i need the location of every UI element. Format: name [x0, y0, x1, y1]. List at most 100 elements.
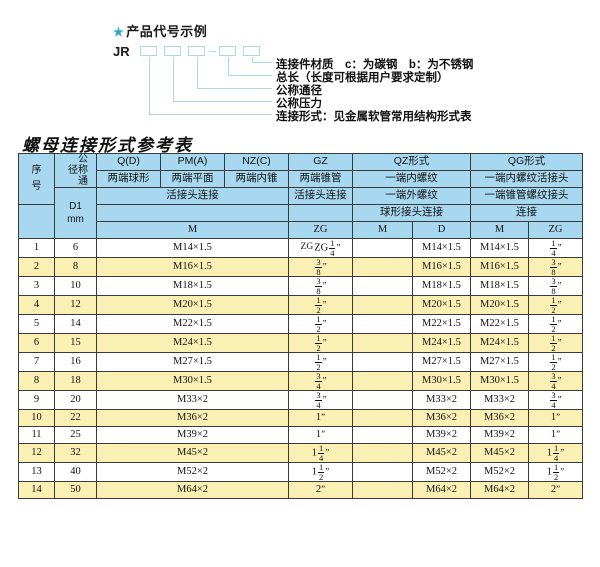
cell-seq: 12 [18, 443, 55, 463]
cell-seq: 8 [18, 371, 55, 391]
code-annotation-conn-type: 连接形式：见金属软管常用结构形式表 [276, 111, 472, 123]
cell-union-m: M39×2 [96, 426, 289, 444]
cell-gz-zg: 3 8” [288, 257, 353, 277]
header-seq: 序号 [18, 153, 55, 205]
cell-qz-d: M22×1.5 [412, 314, 471, 334]
cell-bore: 25 [54, 426, 97, 444]
cell-qz-d: M33×2 [412, 390, 471, 410]
code-dash-icon [209, 51, 216, 52]
cell-qg-zg: 1 2” [528, 333, 583, 353]
cell-qg-zg: 1” [528, 409, 583, 427]
cell-qz-m [352, 390, 413, 410]
header-desc3-qg: 连接 [470, 204, 583, 222]
cell-bore: 40 [54, 462, 97, 482]
code-annotation-pressure: 公称压力 [276, 98, 322, 110]
header-seq-filler [18, 204, 55, 239]
cell-seq: 6 [18, 333, 55, 353]
cell-seq: 3 [18, 276, 55, 296]
cell-bore: 10 [54, 276, 97, 296]
cell-qg-m: M18×1.5 [470, 276, 529, 296]
cell-qz-d: M36×2 [412, 409, 471, 427]
cell-qg-m: M45×2 [470, 443, 529, 463]
header-bore-label: 公称通径 [65, 152, 87, 186]
cell-qg-zg: 3 8” [528, 257, 583, 277]
cell-bore: 20 [54, 390, 97, 410]
cell-seq: 11 [18, 426, 55, 444]
header-unit-qg-m: M [470, 221, 529, 239]
cell-qg-m: M64×2 [470, 481, 529, 499]
cell-qg-zg: 1 4” [528, 238, 583, 258]
header-bore-unit: mm [67, 214, 84, 225]
header-bore-sub: D1 mm [54, 187, 97, 239]
cell-gz-zg: 3 4” [288, 371, 353, 391]
cell-qz-m [352, 257, 413, 277]
table-row: 13 40 M52×2 1 1 2” M52×2 M52×2 1 1 2” [18, 462, 583, 482]
cell-bore: 32 [54, 443, 97, 463]
cell-qg-m: M16×1.5 [470, 257, 529, 277]
header-desc2-union: 活接头连接 [96, 187, 289, 205]
header-row-codes: 序号 公称通径 Q(D) PM(A) NZ(C) GZ QZ形式 QG形式 [18, 153, 583, 205]
header-desc3-gz [288, 204, 353, 222]
header-code-pma: PM(A) [160, 153, 225, 171]
table-row: 9 20 M33×2 3 4” M33×2 M33×2 3 4” [18, 390, 583, 410]
table-row: 7 16 M27×1.5 1 2” M27×1.5 M27×1.5 1 2” [18, 352, 583, 372]
spec-table-wrapper: 序号 公称通径 Q(D) PM(A) NZ(C) GZ QZ形式 QG形式 两端… [18, 153, 583, 499]
table-title: 螺母连接形式参考表 [22, 136, 193, 155]
header-desc2-qg: 一端锥管螺纹接头 [470, 187, 583, 205]
cell-gz-zg: ZGZG 1 4” [288, 238, 353, 258]
cell-seq: 2 [18, 257, 55, 277]
cell-bore: 12 [54, 295, 97, 315]
table-row: 2 8 M16×1.5 3 8” M16×1.5 M16×1.5 3 8” [18, 257, 583, 277]
cell-qz-d: M52×2 [412, 462, 471, 482]
code-box-5 [243, 46, 260, 56]
cell-gz-zg: 1 2” [288, 295, 353, 315]
header-desc1-pma: 两端平面 [160, 170, 225, 188]
table-row: 6 15 M24×1.5 1 2” M24×1.5 M24×1.5 1 2” [18, 333, 583, 353]
cell-qg-zg: 3 4” [528, 371, 583, 391]
cell-seq: 9 [18, 390, 55, 410]
cell-gz-zg: 1 2” [288, 352, 353, 372]
cell-qz-d: M27×1.5 [412, 352, 471, 372]
cell-bore: 6 [54, 238, 97, 258]
cell-union-m: M18×1.5 [96, 276, 289, 296]
cell-bore: 8 [54, 257, 97, 277]
cell-union-m: M24×1.5 [96, 333, 289, 353]
cell-qz-m [352, 481, 413, 499]
header-desc3-union [96, 204, 289, 222]
cell-union-m: M52×2 [96, 462, 289, 482]
cell-qg-m: M22×1.5 [470, 314, 529, 334]
cell-gz-zg: 1” [288, 426, 353, 444]
header-unit-qz-m: M [352, 221, 413, 239]
cell-seq: 1 [18, 238, 55, 258]
cell-qz-m [352, 238, 413, 258]
cell-qg-zg: 1 2” [528, 295, 583, 315]
cell-qg-zg: 3 8” [528, 276, 583, 296]
header-desc1-qd: 两端球形 [96, 170, 161, 188]
header-bore: 公称通径 [54, 152, 97, 188]
cell-union-m: M33×2 [96, 390, 289, 410]
code-annotation-bore: 公称通径 [276, 85, 322, 97]
cell-qz-d: M39×2 [412, 426, 471, 444]
cell-qz-m [352, 462, 413, 482]
leader-lines [149, 57, 272, 115]
header-unit-zg-gz: ZG [288, 221, 353, 239]
table-row: 12 32 M45×2 1 1 4” M45×2 M45×2 1 1 4” [18, 443, 583, 463]
cell-qg-zg: 1 2” [528, 352, 583, 372]
cell-qg-m: M36×2 [470, 409, 529, 427]
cell-qz-m [352, 426, 413, 444]
cell-qz-d: M18×1.5 [412, 276, 471, 296]
header-code-qd: Q(D) [96, 153, 161, 171]
code-box-3 [188, 46, 205, 56]
cell-bore: 14 [54, 314, 97, 334]
cell-bore: 15 [54, 333, 97, 353]
nut-connection-spec-table: 序号 公称通径 Q(D) PM(A) NZ(C) GZ QZ形式 QG形式 两端… [18, 153, 583, 499]
cell-qz-d: M16×1.5 [412, 257, 471, 277]
cell-qg-zg: 2” [528, 481, 583, 499]
code-box-1 [140, 46, 157, 56]
cell-union-m: M14×1.5 [96, 238, 289, 258]
table-row: 4 12 M20×1.5 1 2” M20×1.5 M20×1.5 1 2” [18, 295, 583, 315]
code-box-2 [164, 46, 181, 56]
cell-qz-m [352, 409, 413, 427]
cell-gz-zg: 1 1 4” [288, 443, 353, 463]
